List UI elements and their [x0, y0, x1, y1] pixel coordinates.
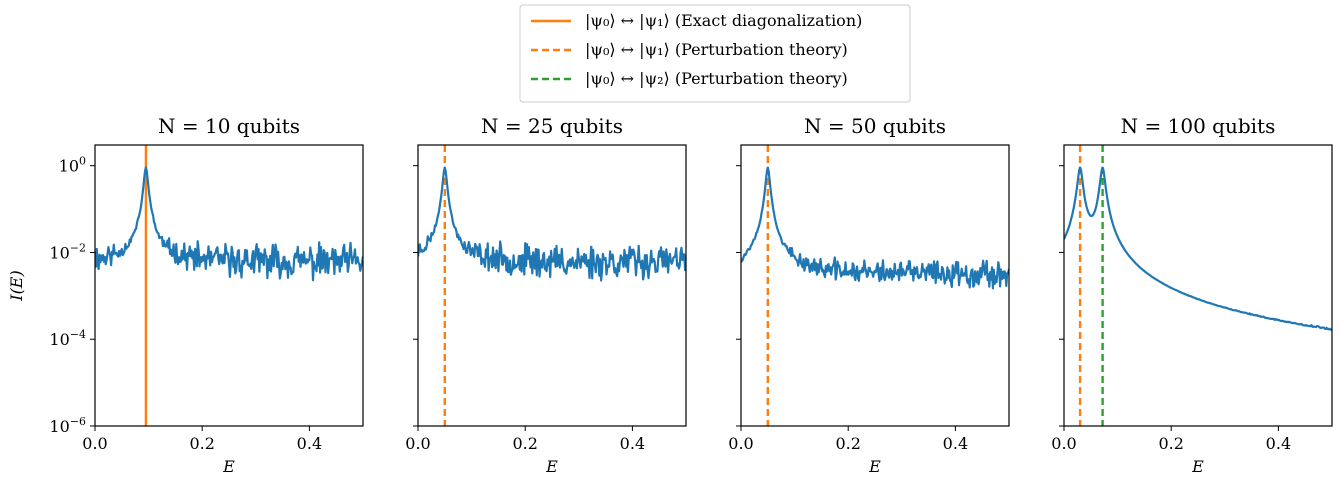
- xlabel-2: E: [545, 457, 558, 476]
- xtick-label-3-2: 0.2: [835, 434, 860, 453]
- xtick-label-1-2: 0.2: [189, 434, 214, 453]
- legend-label-3: |ψ₀⟩ ↔ |ψ₂⟩ (Perturbation theory): [585, 69, 848, 88]
- spectrum-line-4: [1064, 166, 1332, 331]
- panel-title-3: N = 50 qubits: [804, 114, 946, 138]
- ylabel: I(E): [7, 270, 26, 301]
- xtick-label-3-3: 0.4: [943, 434, 968, 453]
- legend-label-1: |ψ₀⟩ ↔ |ψ₁⟩ (Exact diagonalization): [585, 11, 862, 30]
- xtick-label-1-3: 0.4: [297, 434, 322, 453]
- xtick-label-1-1: 0.0: [82, 434, 107, 453]
- panel-title-2: N = 25 qubits: [481, 114, 623, 138]
- ytick-label-1-1: 100: [59, 155, 86, 176]
- xlabel-1: E: [222, 457, 235, 476]
- panel-2: 0.0 0.2 0.4 N = 25 qubits E: [405, 114, 687, 476]
- panel-1: 0.0 0.2 0.4 100 10−2 10−4 10−6 N = 10 qubits E I(…: [7, 114, 364, 476]
- xlabel-3: E: [868, 457, 881, 476]
- panel-title-4: N = 100 qubits: [1121, 114, 1276, 138]
- plot-area-3: [741, 145, 1009, 426]
- ytick-label-1-4: 10−6: [49, 415, 86, 436]
- xtick-label-2-2: 0.2: [512, 434, 537, 453]
- xtick-label-3-1: 0.0: [728, 434, 753, 453]
- xtick-label-4-2: 0.2: [1158, 434, 1183, 453]
- panel-title-1: N = 10 qubits: [158, 114, 300, 138]
- panel-4: 0.0 0.2 0.4 N = 100 qubits E: [1051, 114, 1333, 476]
- panels: 0.0 0.2 0.4 100 10−2 10−4 10−6 N = 10 qubits E I(…: [7, 114, 1333, 476]
- spectrum-line-3: [741, 166, 1009, 290]
- plot-area-2: [418, 145, 686, 426]
- legend: |ψ₀⟩ ↔ |ψ₁⟩ (Exact diagonalization) |ψ₀⟩ …: [519, 4, 911, 103]
- axes-frame-4: [1063, 144, 1333, 427]
- xlabel-4: E: [1191, 457, 1204, 476]
- ytick-label-1-3: 10−4: [49, 328, 86, 349]
- panel-3: 0.0 0.2 0.4 N = 50 qubits E: [728, 114, 1010, 476]
- xtick-label-2-1: 0.0: [405, 434, 430, 453]
- xtick-label-4-3: 0.4: [1266, 434, 1291, 453]
- ytick-label-1-2: 10−2: [49, 241, 86, 262]
- spectrum-line-1: [95, 166, 363, 282]
- axes-frame-1: [94, 144, 364, 427]
- legend-frame: [519, 4, 911, 103]
- axes-frame-3: [740, 144, 1010, 427]
- xtick-label-4-1: 0.0: [1051, 434, 1076, 453]
- spectrum-line-2: [418, 166, 686, 282]
- plot-area-1: [95, 145, 363, 426]
- axes-frame-2: [417, 144, 687, 427]
- legend-label-2: |ψ₀⟩ ↔ |ψ₁⟩ (Perturbation theory): [585, 40, 848, 59]
- xtick-label-2-3: 0.4: [620, 434, 645, 453]
- plot-area-4: [1064, 145, 1332, 426]
